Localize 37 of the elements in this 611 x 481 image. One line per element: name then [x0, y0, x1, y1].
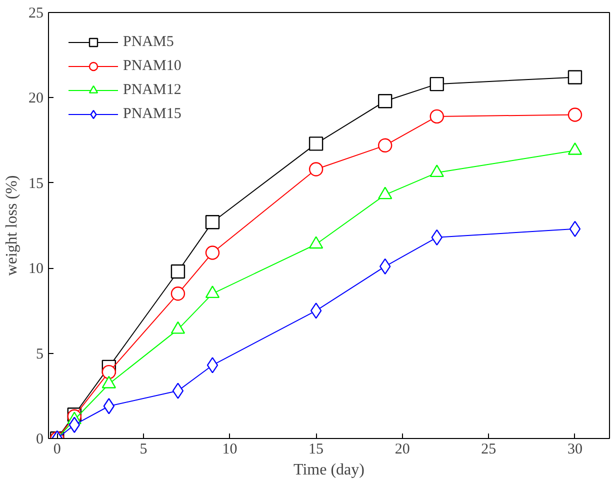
x-tick-label: 15: [308, 442, 324, 458]
point: [378, 94, 392, 108]
point: [568, 108, 582, 122]
legend-label: PNAM12: [123, 82, 182, 98]
point: [308, 136, 324, 151]
y-tick-label: 5: [36, 346, 44, 362]
point: [103, 398, 115, 414]
point: [205, 246, 220, 260]
point: [569, 220, 581, 238]
y-tick-label: 0: [36, 432, 44, 448]
y-tick-label: 25: [28, 6, 44, 22]
x-tick-label: 20: [394, 442, 410, 458]
point: [206, 357, 218, 374]
x-tick-label: 25: [481, 442, 496, 458]
point: [430, 109, 444, 124]
point: [308, 162, 324, 176]
legend-label: PNAM15: [123, 106, 182, 122]
legend-label: PNAM5: [123, 34, 174, 50]
point: [310, 302, 322, 319]
x-tick-label: 10: [222, 442, 238, 458]
y-tick-label: 10: [28, 261, 44, 278]
point: [172, 382, 184, 399]
x-tick-label: 0: [53, 442, 61, 458]
x-axis-title: Time (day): [294, 462, 364, 478]
point: [568, 70, 582, 84]
y-tick-label: 20: [28, 90, 44, 107]
y-tick-label: 15: [28, 176, 44, 192]
x-tick-label: 5: [140, 442, 148, 458]
point: [430, 76, 444, 92]
x-tick-label: 30: [567, 442, 582, 458]
y-axis-title: weight loss (%): [4, 175, 20, 276]
legend-label: PNAM10: [123, 58, 182, 74]
point: [170, 264, 186, 279]
point: [170, 286, 186, 301]
point: [102, 364, 116, 380]
point: [205, 214, 220, 230]
point: [378, 138, 392, 152]
